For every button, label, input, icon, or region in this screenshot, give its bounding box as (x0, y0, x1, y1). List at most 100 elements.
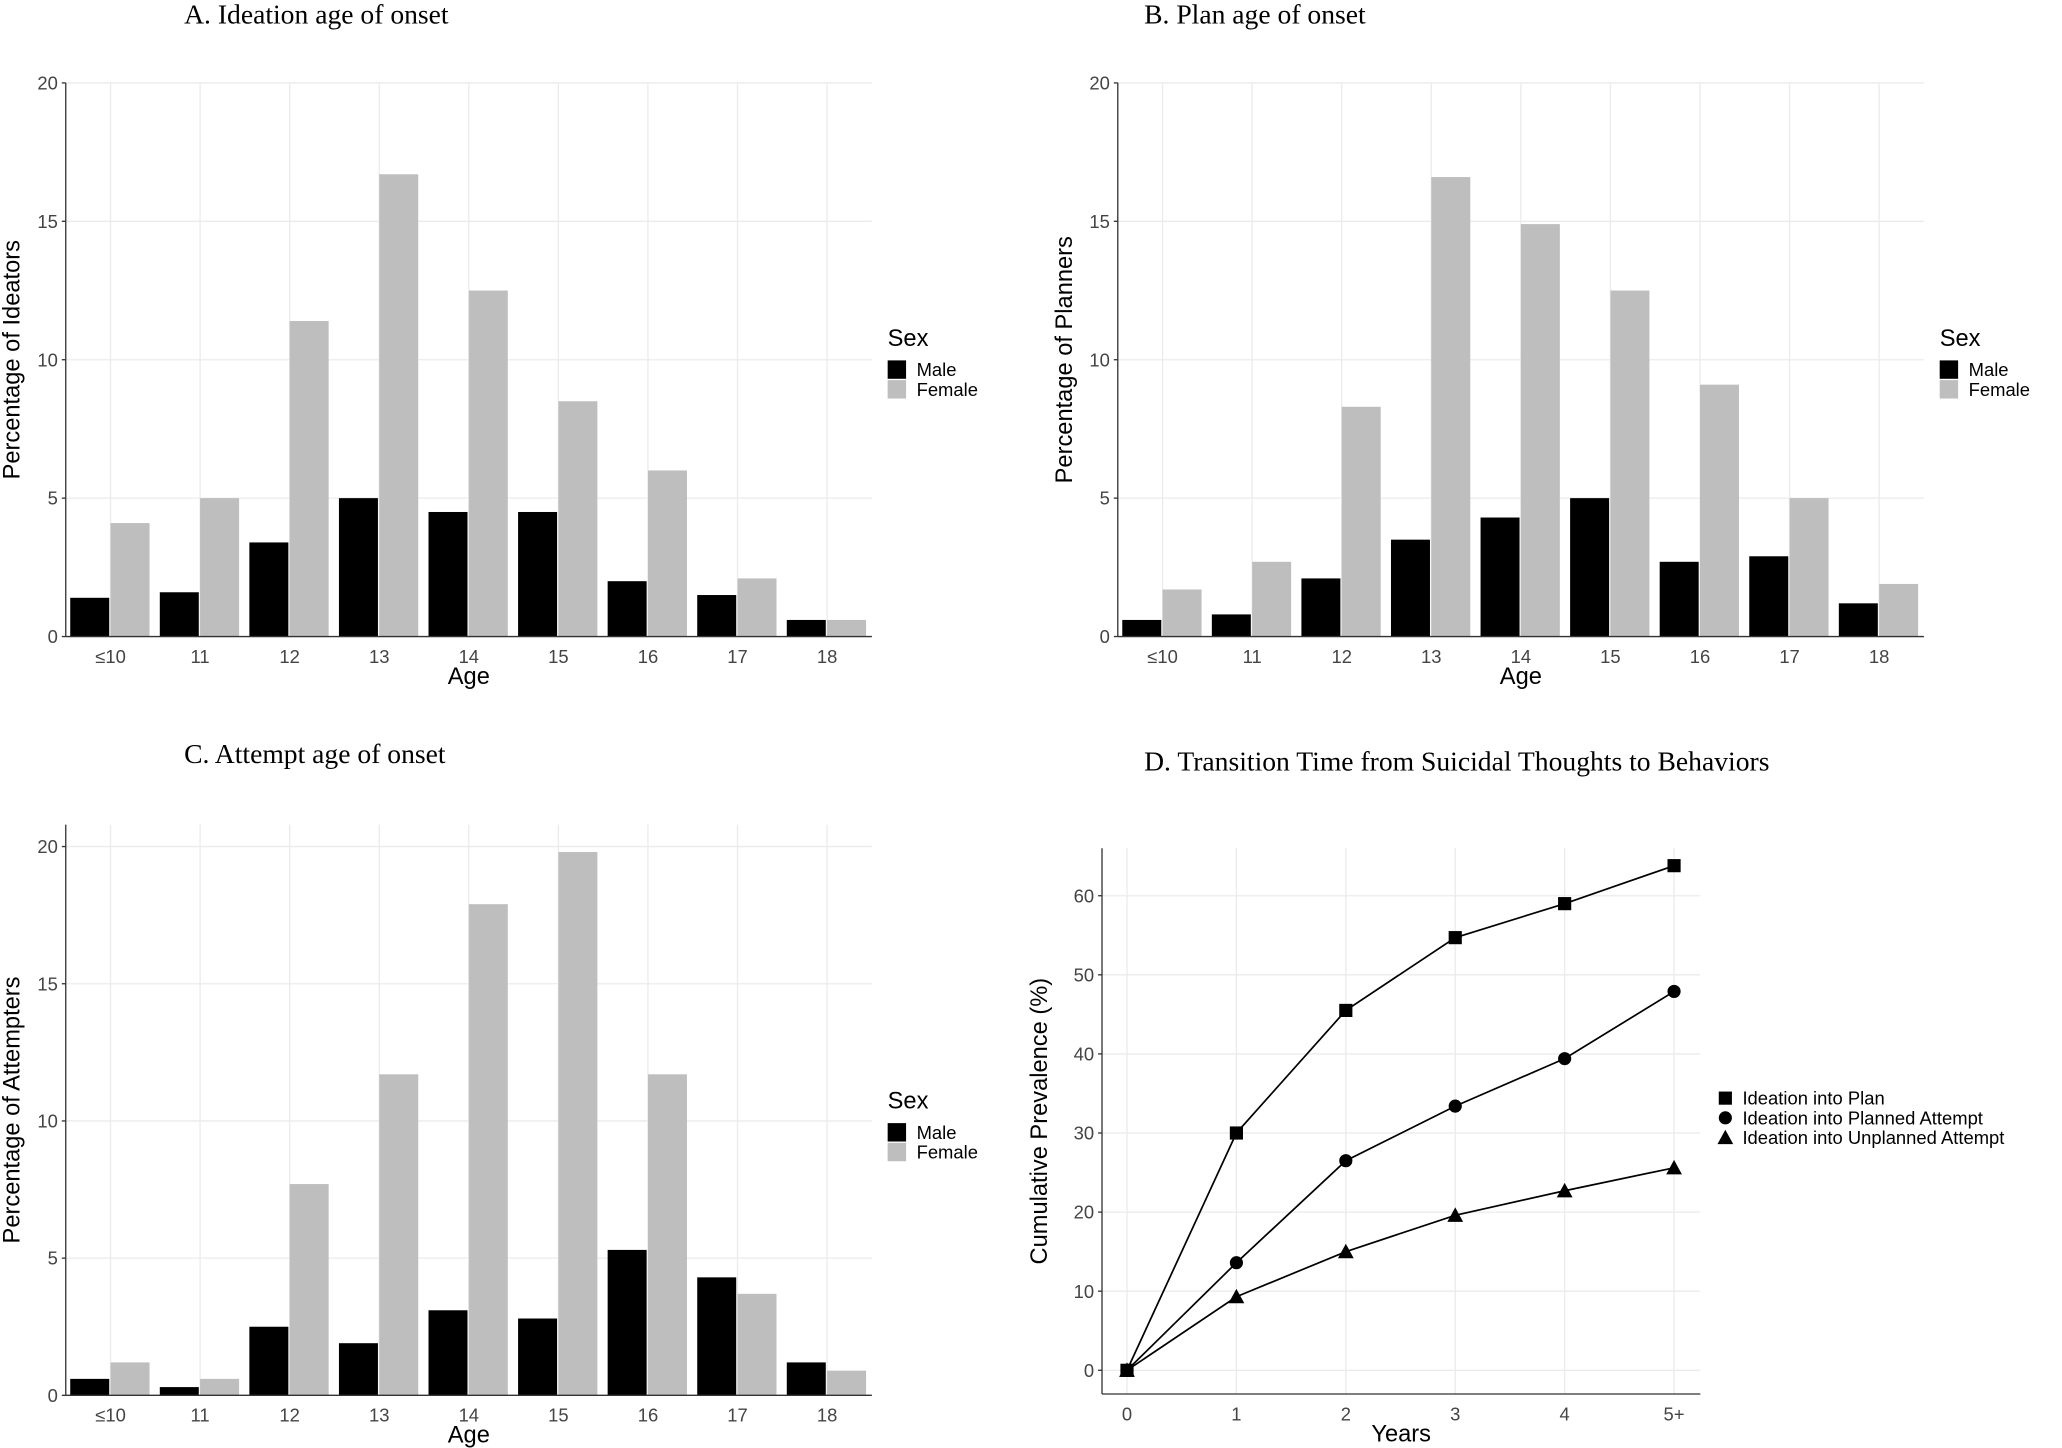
y-tick-label: 20 (37, 72, 57, 93)
legend-label: Female (917, 1142, 978, 1163)
panel-c: C. Attempt age of onset 0 5 10 15 20 ≤10 11 12 13… (0, 738, 978, 1448)
bar-female (737, 578, 777, 637)
series-line (1126, 864, 1675, 1371)
bar-male (697, 595, 737, 637)
x-tick-label: 5+ (1664, 1403, 1685, 1424)
point-circle (1558, 1052, 1572, 1066)
y-tick-label: 20 (1089, 72, 1109, 93)
legend-swatch (1939, 380, 1959, 399)
point-triangle (1119, 1362, 1135, 1377)
bar-male (159, 592, 199, 637)
legend-circle-icon (1718, 1111, 1732, 1125)
x-tick-label: 2 (1341, 1403, 1351, 1424)
x-tick-label: 0 (1122, 1403, 1132, 1424)
bar-male (70, 1378, 110, 1396)
bar-male (786, 619, 826, 637)
y-tick-label: 0 (48, 626, 58, 647)
x-axis-label: Age (1500, 664, 1542, 690)
bar-female (379, 1074, 419, 1396)
bar-male (607, 581, 647, 637)
y-tick-label: 0 (48, 1385, 58, 1406)
bar-female (1520, 224, 1560, 637)
y-tick-label: 40 (1074, 1043, 1094, 1064)
bar-female (200, 498, 240, 637)
legend-square-icon (1718, 1091, 1732, 1105)
legend-label: Female (1969, 379, 2030, 400)
bar-female (1431, 177, 1471, 637)
legend-title: Sex (1940, 326, 1981, 352)
y-tick-label: 5 (48, 1248, 58, 1269)
x-tick-label: 15 (548, 1405, 568, 1426)
bar-male (70, 597, 110, 637)
bar-female (1699, 384, 1739, 637)
bar-female (558, 852, 598, 1396)
bar-female (468, 290, 508, 637)
legend-swatch (887, 360, 907, 379)
x-tick-label: 13 (1421, 646, 1441, 667)
point-square (1448, 931, 1462, 945)
bar-female (558, 401, 598, 637)
x-tick-label: 14 (459, 646, 479, 667)
bar-male (1301, 578, 1341, 637)
x-tick-label: ≤10 (95, 1405, 126, 1426)
x-axis-label: Age (448, 664, 490, 690)
bar-male (786, 1362, 826, 1396)
point-square (1558, 897, 1572, 911)
y-axis-label: Percentage of Ideators (0, 240, 26, 479)
x-tick-label: 12 (279, 646, 299, 667)
bar-male (249, 542, 289, 637)
point-circle (1229, 1256, 1243, 1270)
x-tick-label: 16 (638, 1405, 658, 1426)
legend-swatch (887, 1142, 907, 1162)
y-tick-label: 50 (1074, 964, 1094, 985)
bar-female (468, 904, 508, 1396)
x-tick-label: 12 (1331, 646, 1351, 667)
bar-male (428, 1310, 468, 1396)
bar-female (200, 1378, 240, 1396)
legend-label: Female (917, 379, 978, 400)
x-axis-label: Age (448, 1423, 490, 1448)
y-tick-label: 0 (1084, 1360, 1094, 1381)
panel-title: D. Transition Time from Suicidal Thought… (1144, 746, 1769, 777)
bar-female (827, 619, 867, 637)
y-tick-label: 15 (37, 973, 57, 994)
legend-label: Male (917, 1122, 957, 1143)
x-tick-label: 18 (1869, 646, 1889, 667)
bar-male (1838, 603, 1878, 637)
y-tick-label: 30 (1074, 1123, 1094, 1144)
legend-label: Male (917, 359, 957, 380)
x-tick-label: 16 (638, 646, 658, 667)
bar-female (379, 174, 419, 637)
x-tick-label: ≤10 (95, 646, 126, 667)
bar-female (647, 1074, 687, 1396)
point-triangle (1556, 1182, 1573, 1198)
bar-male (607, 1249, 647, 1396)
bar-female (110, 1362, 150, 1396)
legend-label: Male (1969, 359, 2009, 380)
bar-male (518, 511, 558, 637)
y-tick-label: 5 (1100, 488, 1110, 509)
bar-female (289, 1184, 329, 1396)
x-tick-label: 13 (369, 1405, 389, 1426)
x-tick-label: 17 (1779, 646, 1799, 667)
point-triangle (1337, 1243, 1354, 1259)
x-tick-label: 17 (727, 1405, 747, 1426)
y-tick-label: 60 (1074, 885, 1094, 906)
panel-title: B. Plan age of onset (1144, 0, 1366, 30)
x-tick-label: 18 (817, 1405, 837, 1426)
bar-male (338, 1343, 378, 1396)
bar-female (737, 1293, 777, 1396)
legend-swatch (1939, 360, 1959, 379)
panel-d: D. Transition Time from Suicidal Thought… (1027, 746, 2005, 1448)
legend-label: Ideation into Plan (1742, 1088, 1884, 1109)
y-tick-label: 10 (37, 1111, 57, 1132)
point-circle (1448, 1099, 1462, 1113)
bar-female (1610, 290, 1650, 637)
x-tick-label: 11 (1243, 646, 1262, 667)
y-tick-label: 20 (37, 836, 57, 857)
y-axis-label: Percentage of Attempters (0, 976, 26, 1243)
point-square (1229, 1126, 1243, 1140)
y-tick-label: 20 (1074, 1202, 1094, 1223)
x-tick-label: ≤10 (1147, 646, 1178, 667)
